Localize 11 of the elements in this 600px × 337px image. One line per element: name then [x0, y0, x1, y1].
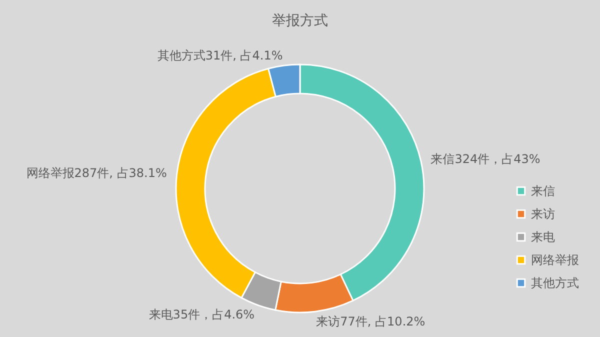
- legend-label: 来访: [531, 207, 555, 221]
- data-label: 其他方式31件, 占4.1%: [157, 48, 283, 63]
- legend-label: 其他方式: [531, 276, 579, 290]
- legend-label: 来电: [531, 230, 555, 244]
- legend-label: 网络举报: [531, 253, 579, 267]
- data-label: 来电35件，占4.6%: [148, 308, 255, 322]
- data-label: 来访77件, 占10.2%: [316, 314, 426, 329]
- data-label: 网络举报287件, 占38.1%: [26, 166, 167, 180]
- chart-title: 举报方式: [272, 13, 328, 29]
- legend-label: 来信: [531, 184, 555, 198]
- data-label: 来信324件，占43%: [430, 152, 540, 166]
